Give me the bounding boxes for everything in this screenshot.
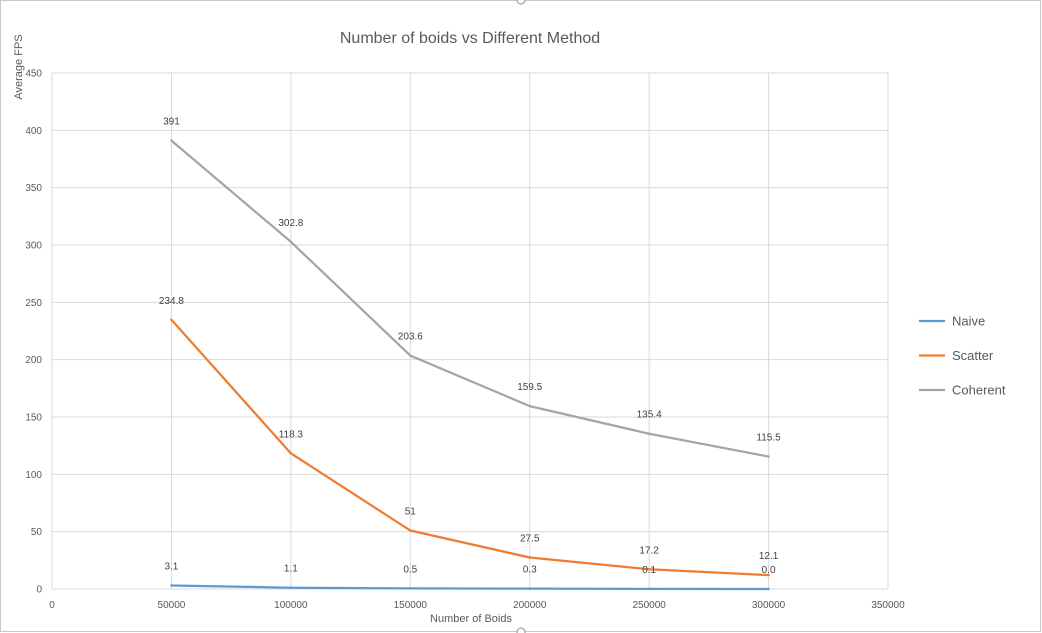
y-tick-label: 450 — [25, 69, 42, 80]
chart-title: Number of boids vs Different Method — [340, 30, 600, 47]
resize-handle-top[interactable] — [516, 0, 526, 5]
data-point-coherent[interactable] — [767, 455, 770, 458]
data-label-coherent: 135.4 — [637, 410, 662, 421]
data-label-scatter: 17.2 — [639, 545, 659, 556]
data-label-coherent: 391 — [163, 117, 180, 128]
series-line-scatter[interactable] — [170, 318, 770, 577]
data-point-naive[interactable] — [767, 587, 770, 591]
data-point-scatter[interactable] — [170, 318, 173, 321]
data-label-coherent: 302.8 — [278, 218, 303, 229]
y-tick-label: 400 — [25, 126, 42, 137]
x-tick-label: 0 — [49, 600, 55, 611]
data-point-coherent[interactable] — [528, 404, 531, 408]
legend-label-naive[interactable]: Naive — [952, 314, 985, 329]
y-tick-label: 300 — [25, 241, 42, 252]
x-axis-ticks: 0 50000 100000 150000 200000 250000 300000 3500… — [49, 600, 905, 611]
x-tick-label: 200000 — [513, 600, 547, 611]
x-tick-label: 100000 — [274, 600, 308, 611]
y-axis-title: Average FPS — [13, 34, 25, 99]
data-point-coherent[interactable] — [289, 240, 293, 243]
data-label-scatter: 51 — [405, 507, 417, 518]
data-point-naive[interactable] — [647, 587, 651, 591]
series-lines — [170, 139, 770, 591]
series-line-coherent[interactable] — [170, 139, 770, 458]
data-label-naive: 0.3 — [523, 565, 537, 576]
data-point-scatter[interactable] — [767, 573, 770, 577]
y-tick-label: 350 — [25, 183, 42, 194]
legend-label-scatter[interactable]: Scatter — [952, 348, 994, 363]
y-axis-ticks: 0 50 100 150 200 250 300 350 400 450 — [25, 69, 42, 596]
x-axis-title: Number of Boids — [430, 613, 512, 625]
y-tick-label: 50 — [31, 527, 43, 538]
x-tick-label: 300000 — [752, 600, 786, 611]
data-point-naive[interactable] — [528, 587, 531, 590]
y-tick-label: 150 — [25, 413, 42, 424]
y-tick-label: 200 — [25, 355, 42, 366]
data-point-scatter[interactable] — [528, 556, 531, 559]
data-point-scatter[interactable] — [647, 568, 651, 571]
x-tick-label: 250000 — [632, 600, 666, 611]
data-point-naive[interactable] — [170, 584, 173, 587]
y-tick-label: 100 — [25, 470, 42, 481]
resize-handle-bottom[interactable] — [516, 627, 526, 633]
legend-label-coherent[interactable]: Coherent — [952, 383, 1006, 398]
legend[interactable]: Naive Scatter Coherent — [919, 314, 1006, 398]
data-label-scatter: 12.1 — [759, 551, 779, 562]
data-label-naive: 0.0 — [762, 565, 776, 576]
data-label-naive: 1.1 — [284, 564, 298, 575]
data-label-naive: 3.1 — [164, 561, 178, 572]
data-labels: 3.1 1.1 0.5 0.3 0.1 0.0 234.8 118.3 51 27.5 17.2 12… — [159, 117, 781, 576]
data-label-scatter: 118.3 — [279, 429, 304, 440]
x-tick-label: 350000 — [871, 600, 905, 611]
data-point-coherent[interactable] — [170, 139, 173, 142]
data-point-coherent[interactable] — [409, 354, 412, 357]
data-label-scatter: 27.5 — [520, 533, 540, 544]
data-point-scatter[interactable] — [409, 529, 412, 532]
data-point-coherent[interactable] — [647, 432, 651, 435]
data-label-naive: 0.5 — [403, 564, 417, 575]
x-tick-label: 50000 — [158, 600, 186, 611]
data-label-coherent: 203.6 — [398, 332, 423, 343]
data-label-coherent: 159.5 — [517, 382, 542, 393]
data-point-naive[interactable] — [409, 587, 412, 590]
y-tick-label: 250 — [25, 298, 42, 309]
data-point-naive[interactable] — [289, 586, 293, 589]
gridlines — [51, 72, 889, 590]
x-tick-label: 150000 — [394, 600, 428, 611]
y-tick-label: 0 — [36, 585, 42, 596]
data-label-naive: 0.1 — [642, 565, 656, 576]
data-point-scatter[interactable] — [289, 452, 293, 455]
data-label-scatter: 234.8 — [159, 296, 184, 307]
data-label-coherent: 115.5 — [756, 433, 781, 444]
series-line-naive[interactable] — [170, 584, 770, 591]
